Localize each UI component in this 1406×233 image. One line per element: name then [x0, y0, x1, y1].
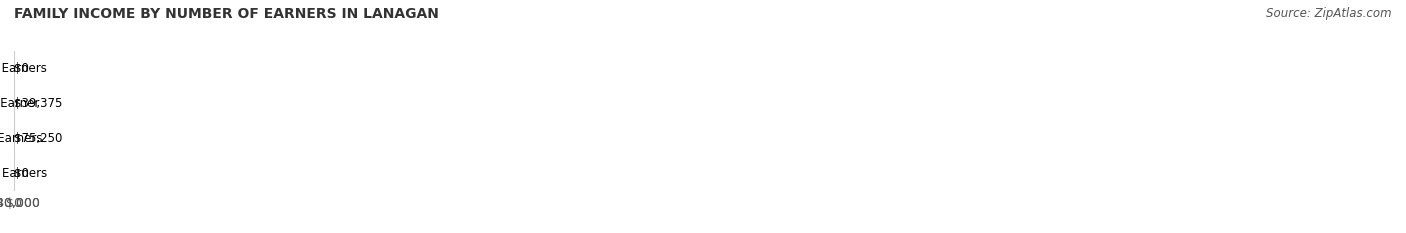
Text: $39,375: $39,375 — [14, 97, 62, 110]
Text: $75,250: $75,250 — [14, 132, 62, 145]
Text: No Earners: No Earners — [0, 62, 46, 75]
Text: FAMILY INCOME BY NUMBER OF EARNERS IN LANAGAN: FAMILY INCOME BY NUMBER OF EARNERS IN LA… — [14, 7, 439, 21]
Text: 2 Earners: 2 Earners — [0, 132, 42, 145]
Text: 3+ Earners: 3+ Earners — [0, 167, 48, 180]
Text: 1 Earner: 1 Earner — [0, 97, 39, 110]
Text: $0: $0 — [14, 62, 30, 75]
Text: Source: ZipAtlas.com: Source: ZipAtlas.com — [1267, 7, 1392, 20]
Text: $0: $0 — [14, 167, 30, 180]
